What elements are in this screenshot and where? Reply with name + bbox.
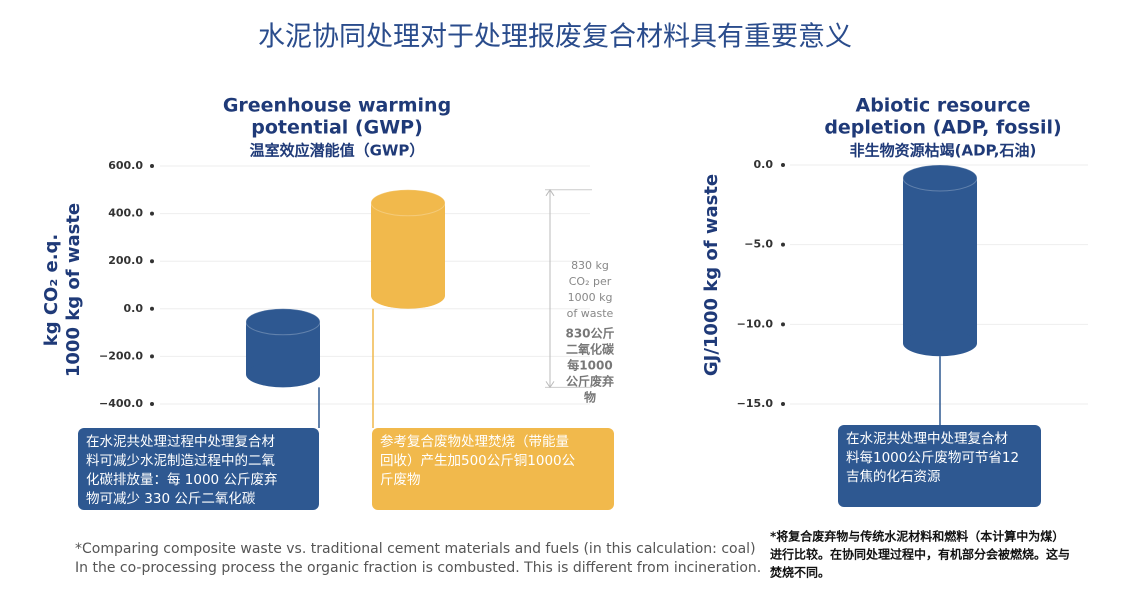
chart-subtitle: 温室效应潜能值（GWP） (250, 142, 425, 160)
bracket-label-zh: 物 (584, 390, 596, 405)
annotation-text: 参考复合废物处理焚烧（带能量 (380, 433, 569, 450)
y-tick (781, 402, 785, 406)
footnote: In the co-processing process the organic… (75, 560, 761, 576)
y-tick (150, 354, 154, 359)
bracket-label-zh: 二氧化碳 (566, 342, 615, 357)
annotation-text: 在水泥共处理过程中处理复合材 (86, 433, 275, 450)
annotation-text: 回收）产生加500公斤铜1000公 (380, 453, 576, 469)
cylinder-body (903, 178, 977, 344)
y-tick (781, 163, 785, 167)
y-axis-label: GJ/1000 kg of waste (701, 174, 722, 376)
y-tick (781, 242, 785, 247)
bracket-label-zh: 830公斤 (565, 326, 614, 341)
chart-title: Abiotic resource (855, 95, 1030, 117)
bracket-label: 1000 kg (568, 291, 613, 304)
footnote: *Comparing composite waste vs. tradition… (75, 541, 756, 557)
cylinder-body (371, 202, 445, 296)
cylinder-bottom (903, 330, 977, 357)
y-tick (150, 164, 154, 168)
footnote-zh: *将复合废弃物与传统水泥材料和燃料（本计算中为煤） (770, 529, 1064, 544)
cylinder-top (902, 164, 978, 192)
y-tick (150, 211, 154, 216)
chart-title: depletion (ADP, fossil) (824, 117, 1061, 139)
cylinder-bottom (371, 282, 445, 309)
y-tick-label: 0.0 (754, 158, 774, 171)
annotation-text: 物可减少 330 公斤二氧化碳 (86, 491, 256, 507)
cylinder-top (370, 189, 446, 217)
y-tick (150, 402, 154, 406)
bracket-arrow (545, 188, 555, 389)
y-axis-label: 1000 kg of waste (63, 203, 84, 377)
footnote-zh: 进行比较。在协同处理过程中，有机部分会被燃烧。这与 (770, 547, 1070, 562)
cylinder (902, 164, 978, 357)
y-tick-label: −15.0 (737, 397, 774, 410)
cylinder (245, 308, 321, 388)
bracket-label: 830 kg (571, 259, 609, 272)
page-title: 水泥协同处理对于处理报废复合材料具有重要意义 (258, 22, 852, 53)
y-tick-label: 400.0 (108, 207, 143, 220)
annotation-text: 料可减少水泥制造过程中的二氧 (86, 453, 275, 469)
annotation-text: 吉焦的化石资源 (846, 469, 941, 485)
bracket-label: of waste (567, 307, 614, 320)
bracket-label-zh: 公斤废弃 (566, 374, 614, 389)
annotation-text: 斤废物 (380, 472, 421, 488)
cylinder (370, 189, 446, 309)
cylinder-top (245, 308, 321, 336)
y-tick (150, 259, 154, 264)
chart-title: Greenhouse warming (223, 95, 451, 117)
y-tick (781, 322, 785, 327)
cylinder-bottom (246, 361, 320, 388)
annotation-text: 化碳排放量：每 1000 公斤废弃 (86, 472, 277, 488)
annotation-text: 在水泥共处理中处理复合材 (846, 430, 1008, 447)
annotation-box (372, 428, 614, 510)
y-tick-label: −400.0 (99, 397, 143, 410)
annotation-box (838, 425, 1041, 507)
y-tick-label: 0.0 (124, 302, 144, 315)
chart-subtitle: 非生物资源枯竭(ADP,石油) (850, 142, 1037, 160)
y-axis-label: kg CO₂ e.q. (41, 234, 62, 347)
y-tick-label: −5.0 (744, 238, 773, 251)
chart-title: potential (GWP) (251, 117, 423, 139)
y-tick-label: −10.0 (737, 317, 774, 330)
bracket-label-zh: 每1000 (567, 358, 612, 373)
annotation-box (78, 428, 319, 510)
bracket-label: CO₂ per (569, 275, 612, 288)
footnote-zh: 焚烧不同。 (769, 565, 830, 580)
annotation-text: 料每1000公斤废物可节省12 (846, 450, 1019, 466)
y-tick (150, 306, 154, 311)
y-tick-label: −200.0 (99, 349, 143, 362)
y-tick-label: 200.0 (108, 254, 143, 267)
y-tick-label: 600.0 (108, 159, 143, 172)
